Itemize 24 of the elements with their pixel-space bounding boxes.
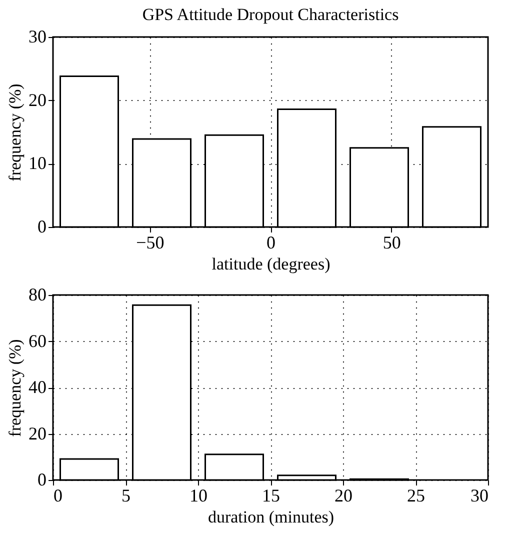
x-tick-label: 30 bbox=[470, 486, 488, 506]
x-tick-label: 0 bbox=[266, 232, 276, 252]
chart-title: GPS Attitude Dropout Characteristics bbox=[142, 5, 399, 24]
y-tick-label: 80 bbox=[28, 284, 46, 304]
y-tick-label: 20 bbox=[28, 423, 46, 444]
x-axis-title: latitude (degrees) bbox=[212, 254, 330, 274]
x-axis-title: duration (minutes) bbox=[208, 508, 334, 526]
y-axis-title: frequency (%) bbox=[6, 84, 24, 182]
y-tick-label: 10 bbox=[28, 153, 46, 174]
x-tick-label: 0 bbox=[54, 486, 62, 506]
x-tick-label: −50 bbox=[136, 232, 164, 252]
y-tick-label: 0 bbox=[38, 470, 46, 490]
y-tick-label: 60 bbox=[28, 330, 46, 351]
x-tick-label: 5 bbox=[122, 486, 130, 506]
y-tick-label: 30 bbox=[28, 26, 46, 46]
y-tick-label: 40 bbox=[28, 377, 46, 397]
x-tick-label: 50 bbox=[382, 232, 401, 252]
x-tick-label: 20 bbox=[334, 486, 352, 506]
x-tick-label: 15 bbox=[262, 486, 280, 506]
x-tick-label: 10 bbox=[190, 486, 208, 506]
y-tick-label: 0 bbox=[38, 216, 46, 236]
y-axis-title: frequency (%) bbox=[6, 339, 24, 437]
y-tick-label: 20 bbox=[28, 90, 46, 110]
x-tick-label: 25 bbox=[407, 486, 425, 506]
